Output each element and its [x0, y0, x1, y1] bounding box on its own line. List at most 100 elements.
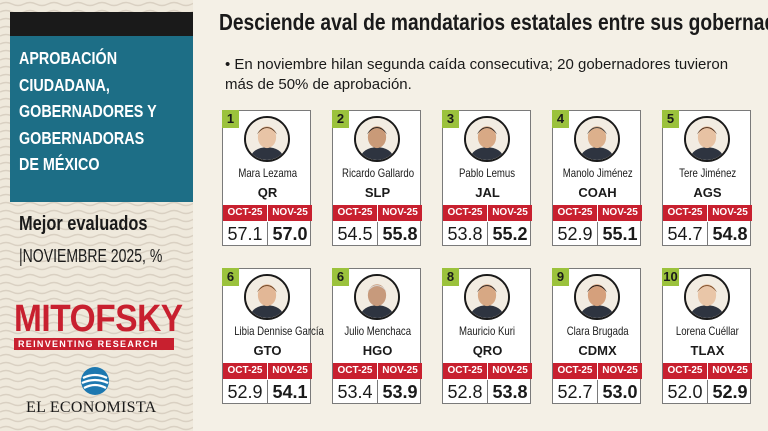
period-nov-label: NOV-25 [492, 207, 528, 218]
portrait-icon [576, 276, 618, 318]
portrait-icon [466, 276, 508, 318]
approval-values: 54.5 55.8 [333, 222, 422, 246]
period-header: OCT-25 NOV-25 [663, 363, 752, 379]
governor-name: Mauricio Kuri [459, 324, 516, 338]
period-nov-label: NOV-25 [492, 365, 528, 376]
portrait-icon [246, 118, 288, 160]
period-oct-label: OCT-25 [447, 207, 483, 218]
governor-card: 1 Mara Lezama QR OCT-25 NOV-25 57.1 57.0 [222, 110, 312, 246]
state-code: JAL [475, 185, 500, 200]
rank-badge: 9 [552, 268, 569, 286]
period-header: OCT-25 NOV-25 [663, 205, 752, 221]
governor-name: Tere Jiménez [678, 166, 737, 180]
governor-card: 10 Lorena Cuéllar TLAX OCT-25 NOV-25 52.0 52.9 [662, 268, 752, 404]
period-nov-label: NOV-25 [382, 207, 418, 218]
panel-title-line: CIUDADANA, [19, 74, 110, 95]
approval-nov: 53.9 [382, 382, 418, 402]
period-header: OCT-25 NOV-25 [443, 363, 532, 379]
approval-nov: 54.8 [712, 224, 748, 244]
period-oct-label: OCT-25 [337, 365, 373, 376]
period-header: OCT-25 NOV-25 [223, 205, 312, 221]
governor-photo [574, 116, 620, 162]
approval-values: 52.8 53.8 [443, 380, 532, 404]
left-panel: APROBACIÓN CIUDADANA, GOBERNADORES Y GOB… [0, 0, 193, 431]
governor-card: 9 Clara Brugada CDMX OCT-25 NOV-25 52.7 53.0 [552, 268, 642, 404]
rank-badge: 4 [552, 110, 569, 128]
period-nov-label: NOV-25 [382, 365, 418, 376]
period-oct-label: OCT-25 [557, 365, 593, 376]
governor-photo [354, 116, 400, 162]
publisher-logo: EL ECONOMISTA [26, 399, 157, 416]
approval-oct: 52.8 [447, 382, 483, 402]
portrait-icon [686, 118, 728, 160]
approval-values: 52.0 52.9 [663, 380, 752, 404]
lead-text: • En noviembre hilan segunda caída conse… [225, 56, 729, 93]
approval-oct: 52.9 [557, 224, 593, 244]
period-nov-label: NOV-25 [272, 207, 308, 218]
headline: Desciende aval de mandatarios estatales … [219, 9, 768, 35]
period-header: OCT-25 NOV-25 [553, 205, 642, 221]
period-nov-label: NOV-25 [712, 365, 748, 376]
period-nov-label: NOV-25 [272, 365, 308, 376]
period-header: OCT-25 NOV-25 [223, 363, 312, 379]
period-nov-label: NOV-25 [712, 207, 748, 218]
governor-card: 6 Julio Menchaca HGO OCT-25 NOV-25 53.4 53.9 [332, 268, 422, 404]
governor-photo [464, 116, 510, 162]
approval-values: 57.1 57.0 [223, 222, 312, 246]
approval-values: 53.8 55.2 [443, 222, 532, 246]
approval-nov: 52.9 [712, 382, 748, 402]
governor-photo [684, 274, 730, 320]
governor-card: 5 Tere Jiménez AGS OCT-25 NOV-25 54.7 54.8 [662, 110, 752, 246]
mitofsky-logo: MITOFSKY REINVENTING RESEARCH [14, 300, 184, 350]
governor-photo [464, 274, 510, 320]
approval-oct: 52.9 [227, 382, 263, 402]
panel-subtitle: Mejor evaluados [19, 213, 148, 235]
state-code: TLAX [690, 343, 725, 358]
panel-title-line: GOBERNADORES Y [19, 101, 157, 121]
approval-nov: 53.0 [602, 382, 638, 402]
approval-values: 52.7 53.0 [553, 380, 642, 404]
portrait-icon [356, 276, 398, 318]
approval-oct: 54.5 [337, 224, 373, 244]
state-code: QR [257, 185, 278, 200]
rank-badge: 2 [332, 110, 349, 128]
governor-name: Ricardo Gallardo [342, 166, 415, 180]
panel-title-line: DE MÉXICO [19, 154, 100, 174]
rank-badge: 10 [662, 268, 679, 286]
governor-card: 3 Pablo Lemus JAL OCT-25 NOV-25 53.8 55.2 [442, 110, 532, 246]
governor-photo [684, 116, 730, 162]
approval-nov: 53.8 [492, 382, 528, 402]
rank-badge: 5 [662, 110, 679, 128]
period-oct-label: OCT-25 [557, 207, 593, 218]
period-nov-label: NOV-25 [602, 207, 638, 218]
approval-values: 54.7 54.8 [663, 222, 752, 246]
panel-title-line: GOBERNADORAS [19, 127, 145, 148]
period-header: OCT-25 NOV-25 [333, 363, 422, 379]
governor-photo [574, 274, 620, 320]
portrait-icon [466, 118, 508, 160]
period-oct-label: OCT-25 [667, 207, 703, 218]
governor-name: Clara Brugada [566, 324, 629, 338]
governor-name: Pablo Lemus [459, 166, 516, 180]
approval-values: 52.9 55.1 [553, 222, 642, 246]
period-oct-label: OCT-25 [227, 365, 263, 376]
governor-name: Libia Dennise García [234, 324, 324, 338]
rank-badge: 1 [222, 110, 239, 128]
state-code: SLP [364, 185, 391, 200]
approval-oct: 52.0 [667, 382, 703, 402]
approval-oct: 52.7 [557, 382, 593, 402]
governor-name: Manolo Jiménez [562, 166, 633, 180]
governor-name: Lorena Cuéllar [676, 324, 739, 338]
governor-card: 2 Ricardo Gallardo SLP OCT-25 NOV-25 54.5 55.8 [332, 110, 422, 246]
period-header: OCT-25 NOV-25 [333, 205, 422, 221]
period-header: OCT-25 NOV-25 [553, 363, 642, 379]
governor-card: 4 Manolo Jiménez COAH OCT-25 NOV-25 52.9 55.1 [552, 110, 642, 246]
approval-oct: 54.7 [667, 224, 703, 244]
approval-oct: 53.8 [447, 224, 483, 244]
period-nov-label: NOV-25 [602, 365, 638, 376]
period-oct-label: OCT-25 [447, 365, 483, 376]
portrait-icon [576, 118, 618, 160]
rank-badge: 6 [222, 268, 239, 286]
period-header: OCT-25 NOV-25 [443, 205, 532, 221]
approval-oct: 57.1 [227, 224, 263, 244]
